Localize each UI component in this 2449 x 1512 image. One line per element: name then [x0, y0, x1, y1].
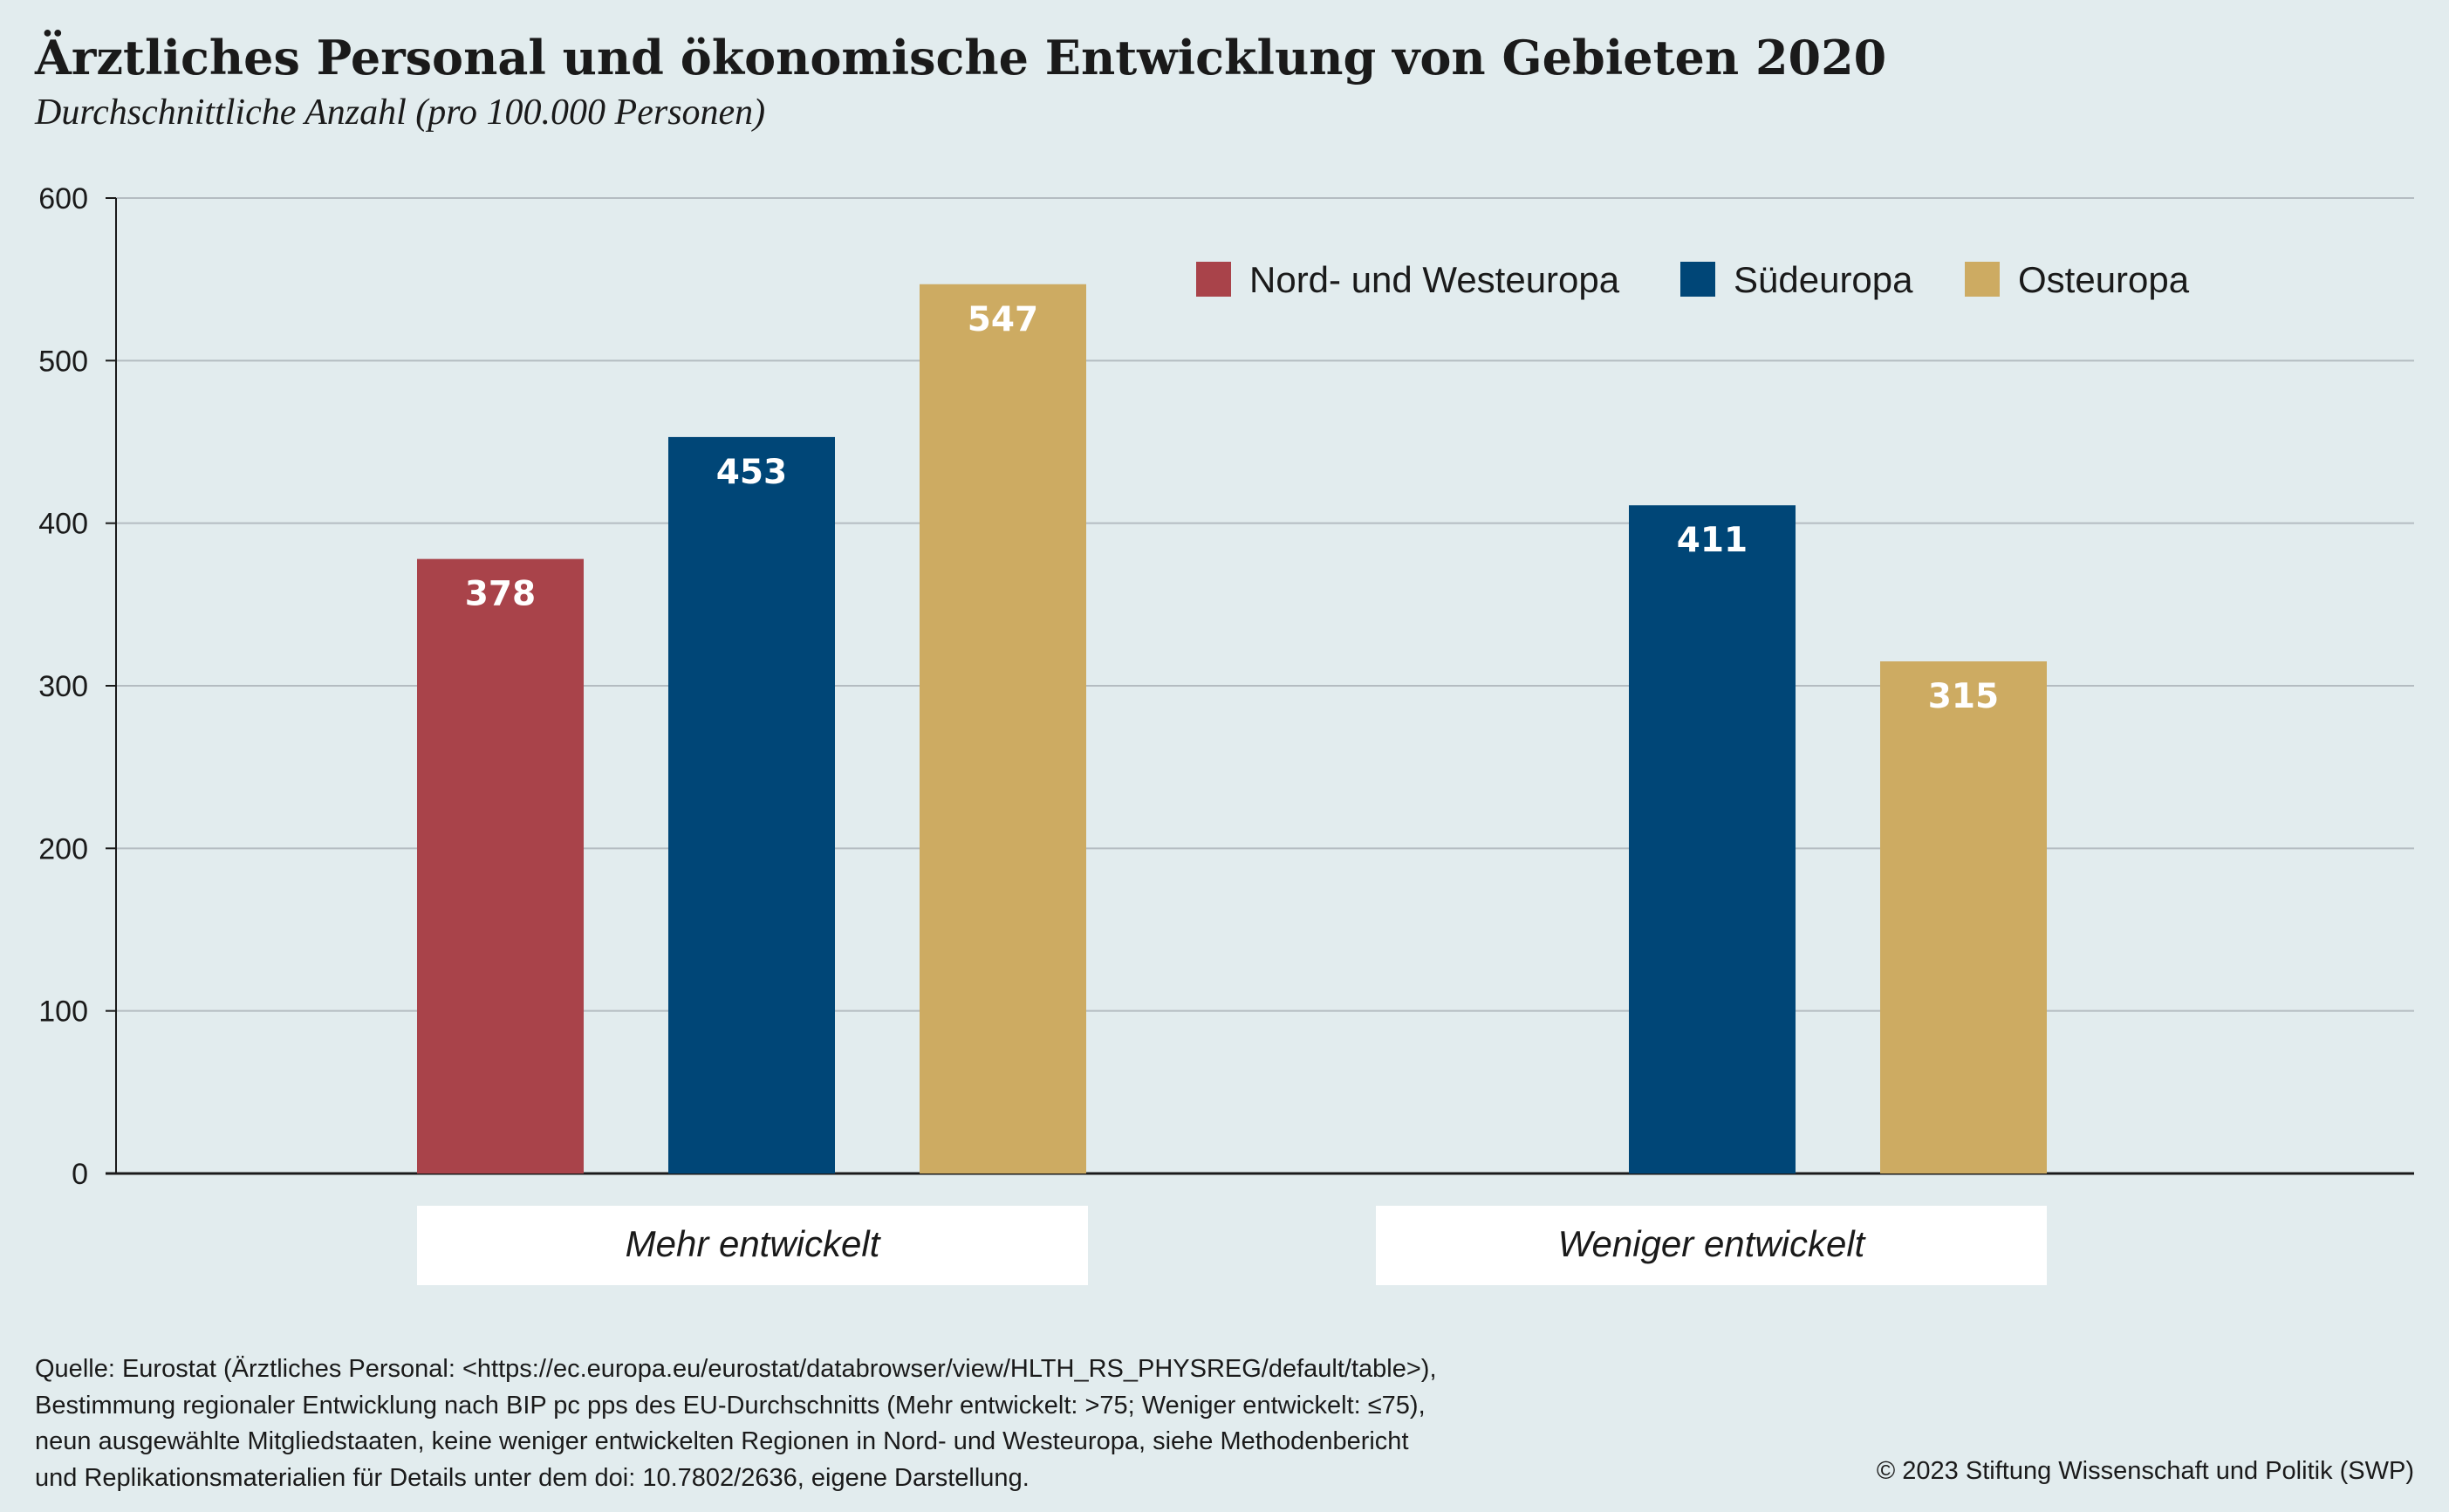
- copyright-note: © 2023 Stiftung Wissenschaft und Politik…: [1876, 1457, 2414, 1485]
- bar-osteuropa-0: [920, 284, 1086, 1173]
- legend-label-nord-und-westeuropa: Nord- und Westeuropa: [1249, 259, 1620, 300]
- bar-südeuropa-1: [1629, 505, 1796, 1173]
- category-label-1: Weniger entwickelt: [1558, 1223, 1867, 1264]
- y-tick-label-500: 500: [38, 345, 88, 378]
- bar-chart: 0 100 200 300 400 500 600 378 453 547 411 315 Mehr e…: [38, 182, 2414, 1285]
- data-label-osteuropa-0: 547: [968, 300, 1038, 339]
- y-tick-label-600: 600: [38, 182, 88, 216]
- data-label-osteuropa-1: 315: [1928, 677, 1999, 716]
- bar-nord-und-westeuropa-0: [417, 558, 584, 1173]
- y-tick-label-200: 200: [38, 832, 88, 865]
- legend-swatch-südeuropa: [1680, 262, 1715, 297]
- category-label-0: Mehr entwickelt: [626, 1223, 882, 1264]
- data-label-südeuropa-1: 411: [1677, 521, 1748, 560]
- chart-title: Ärztliches Personal und ökonomische Entw…: [35, 30, 1887, 86]
- category-box-1: [1376, 1206, 2047, 1285]
- bar-südeuropa-0: [668, 436, 835, 1173]
- y-tick-label-100: 100: [38, 995, 88, 1029]
- legend-swatch-osteuropa: [1965, 262, 2000, 297]
- source-note: Quelle: Eurostat (Ärztliches Personal: <…: [35, 1355, 1437, 1492]
- category-box-0: [417, 1206, 1088, 1285]
- y-tick-label-300: 300: [38, 670, 88, 703]
- data-label-nord-und-westeuropa-0: 378: [465, 575, 536, 614]
- y-tick-label-400: 400: [38, 508, 88, 541]
- y-tick-label-0: 0: [72, 1158, 88, 1191]
- data-label-südeuropa-0: 453: [716, 453, 787, 492]
- legend-swatch-nord-und-westeuropa: [1196, 262, 1231, 297]
- bar-osteuropa-1: [1880, 661, 2047, 1173]
- legend-label-osteuropa: Osteuropa: [2018, 259, 2190, 300]
- legend-label-südeuropa: Südeuropa: [1734, 259, 1913, 300]
- chart-subtitle: Durchschnittliche Anzahl (pro 100.000 Pe…: [35, 92, 766, 133]
